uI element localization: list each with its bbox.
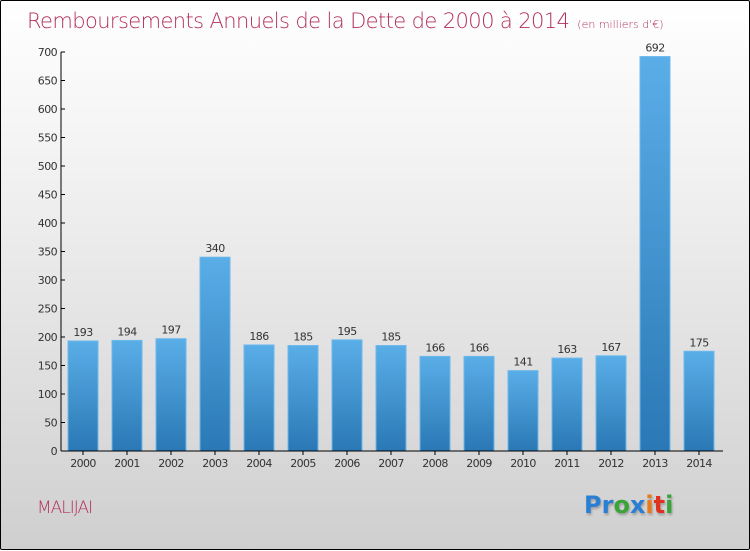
logo-letter: t [653,491,666,519]
bar-2003 [199,256,231,452]
x-tick-label-2005: 2005 [290,457,316,470]
axes-group: 2000 2001 2002 2003 2004 2005 2006 2007 2008 2009… [38,46,723,470]
x-tick-label-2010: 2010 [510,457,536,470]
bar-2008 [419,355,451,452]
y-tick-label-550: 550 [38,132,58,145]
y-tick-label-700: 700 [38,46,58,59]
bar-2001 [111,339,143,452]
x-tick-label-2000: 2000 [70,457,96,470]
bar-2010 [507,370,539,452]
y-tick-label-150: 150 [38,360,58,373]
y-tick-label-450: 450 [38,189,58,202]
value-label-2009: 166 [469,341,489,354]
x-tick-label-2001: 2001 [114,457,140,470]
bar-2014 [683,350,715,452]
logo-letter: i [665,491,674,519]
y-tick-label-50: 50 [44,417,57,430]
y-tick-label-600: 600 [38,103,58,116]
x-tick-label-2003: 2003 [202,457,228,470]
bar-2011 [551,357,583,452]
logo-letter: x [629,491,646,519]
bar-2012 [595,355,627,452]
value-label-2000: 193 [73,326,93,339]
bar-2004 [243,344,275,452]
y-tick-label-200: 200 [38,331,58,344]
value-label-2012: 167 [601,341,621,354]
y-tick-label-350: 350 [38,246,58,259]
value-label-2010: 141 [513,356,532,369]
x-tick-label-2008: 2008 [422,457,448,470]
x-tick-label-2002: 2002 [158,457,184,470]
logo-letter: r [601,491,614,519]
x-tick-label-2004: 2004 [246,457,272,470]
bar-2007 [375,345,407,452]
bar-2000 [67,340,99,452]
bar-2006 [331,339,363,452]
y-tick-label-0: 0 [51,445,58,458]
value-label-2008: 166 [425,341,445,354]
value-label-2001: 194 [117,325,137,338]
value-label-2003: 340 [205,242,225,255]
bar-2009 [463,355,495,452]
y-tick-label-400: 400 [38,217,58,230]
x-tick-label-2013: 2013 [642,457,668,470]
chart-title-text: Remboursements Annuels de la Dette de 20… [27,9,570,33]
value-label-2005: 185 [293,331,313,344]
value-label-2013: 692 [645,42,664,55]
y-tick-label-500: 500 [38,160,58,173]
logo-letter: i [645,491,654,519]
logo-letter: o [613,491,630,519]
logo-letter: P [584,491,602,519]
y-tick-label-300: 300 [38,274,58,287]
value-label-2006: 195 [337,325,357,338]
y-tick-label-650: 650 [38,75,58,88]
bar-2005 [287,345,319,452]
value-label-2007: 185 [381,331,401,344]
commune-name: MALIJAI [37,498,93,518]
bar-2002 [155,338,187,452]
x-tick-label-2009: 2009 [466,457,492,470]
chart-title: Remboursements Annuels de la Dette de 20… [27,9,664,33]
x-tick-label-2006: 2006 [334,457,360,470]
value-label-2014: 175 [689,336,709,349]
proxiti-logo[interactable]: Proxiti [584,491,673,519]
value-label-2011: 163 [557,343,577,356]
y-tick-label-250: 250 [38,303,58,316]
value-label-2004: 186 [249,330,269,343]
bars-group: 193 194 197 340 186 185 195 185 166 166 141 163 167 6… [67,42,715,452]
value-label-2002: 197 [161,324,181,337]
x-tick-label-2014: 2014 [686,457,712,470]
chart-subtitle: (en milliers d'€) [577,18,664,31]
y-tick-label-100: 100 [38,388,58,401]
bar-2013 [639,56,671,452]
x-tick-label-2012: 2012 [598,457,624,470]
x-tick-label-2007: 2007 [378,457,404,470]
x-tick-label-2011: 2011 [554,457,580,470]
